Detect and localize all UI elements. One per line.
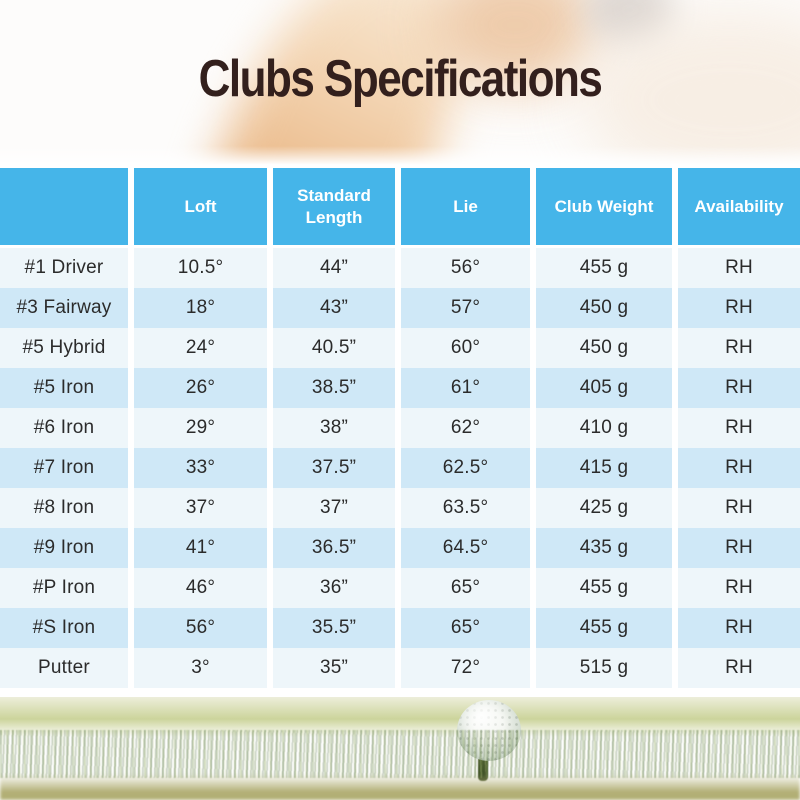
header-cell-lie: Lie: [401, 168, 530, 245]
table-cell: 33°: [134, 448, 267, 488]
table-cell: 410 g: [536, 408, 672, 448]
table-cell: RH: [678, 368, 800, 408]
table-cell: 37°: [134, 488, 267, 528]
table-cell: 18°: [134, 288, 267, 328]
table-cell: 405 g: [536, 368, 672, 408]
table-cell: 41°: [134, 528, 267, 568]
hero-bottom-fade: [0, 146, 800, 168]
table-cell: 415 g: [536, 448, 672, 488]
club-name-cell: #S Iron: [0, 608, 128, 648]
table-cell: 36”: [273, 568, 395, 608]
table-cell: RH: [678, 328, 800, 368]
club-name-cell: #7 Iron: [0, 448, 128, 488]
table-cell: 57°: [401, 288, 530, 328]
header-cell-empty: [0, 168, 128, 245]
table-cell: RH: [678, 288, 800, 328]
table-cell: 24°: [134, 328, 267, 368]
club-name-cell: #6 Iron: [0, 408, 128, 448]
table-cell: 65°: [401, 568, 530, 608]
table-cell: 515 g: [536, 648, 672, 688]
table-cell: 3°: [134, 648, 267, 688]
table-cell: RH: [678, 568, 800, 608]
header-cell-standard-length: Standard Length: [273, 168, 395, 245]
club-name-cell: #5 Iron: [0, 368, 128, 408]
table-cell: 56°: [401, 248, 530, 288]
page-title: Clubs Specifications: [198, 50, 603, 108]
table-cell: 450 g: [536, 328, 672, 368]
clubs-spec-table: Loft Standard Length Lie Club Weight Availab…: [0, 168, 800, 688]
table-cell: RH: [678, 648, 800, 688]
table-cell: 35”: [273, 648, 395, 688]
table-cell: 455 g: [536, 568, 672, 608]
table-cell: RH: [678, 528, 800, 568]
table-cell: 65°: [401, 608, 530, 648]
club-name-cell: #P Iron: [0, 568, 128, 608]
table-cell: 62.5°: [401, 448, 530, 488]
table-cell: 29°: [134, 408, 267, 448]
table-cell: 37.5”: [273, 448, 395, 488]
table-cell: 37”: [273, 488, 395, 528]
table-cell: 60°: [401, 328, 530, 368]
table-cell: 56°: [134, 608, 267, 648]
club-name-cell: Putter: [0, 648, 128, 688]
table-cell: RH: [678, 248, 800, 288]
club-name-cell: #5 Hybrid: [0, 328, 128, 368]
table-cell: 38.5”: [273, 368, 395, 408]
club-name-cell: #1 Driver: [0, 248, 128, 288]
golf-tee: [478, 755, 488, 781]
table-cell: RH: [678, 488, 800, 528]
table-cell: 450 g: [536, 288, 672, 328]
club-name-cell: #3 Fairway: [0, 288, 128, 328]
table-cell: 10.5°: [134, 248, 267, 288]
table-cell: 425 g: [536, 488, 672, 528]
club-name-cell: #9 Iron: [0, 528, 128, 568]
club-name-cell: #8 Iron: [0, 488, 128, 528]
grass-blur-band: [0, 697, 800, 737]
table-cell: 46°: [134, 568, 267, 608]
table-cell: 63.5°: [401, 488, 530, 528]
hero-banner: Clubs Specifications: [0, 0, 800, 168]
table-cell: 36.5”: [273, 528, 395, 568]
table-cell: RH: [678, 448, 800, 488]
table-cell: 40.5”: [273, 328, 395, 368]
header-cell-loft: Loft: [134, 168, 267, 245]
table-cell: 38”: [273, 408, 395, 448]
table-cell: 61°: [401, 368, 530, 408]
table-cell: 72°: [401, 648, 530, 688]
table-cell: 26°: [134, 368, 267, 408]
table-cell: RH: [678, 408, 800, 448]
table-cell: 64.5°: [401, 528, 530, 568]
table-header-row: Loft Standard Length Lie Club Weight Availab…: [0, 168, 800, 245]
table-cell: 455 g: [536, 248, 672, 288]
table-cell: 62°: [401, 408, 530, 448]
grass-foreground-blur: [0, 774, 800, 800]
grass-photo-strip: [0, 697, 800, 800]
table-cell: 435 g: [536, 528, 672, 568]
table-body: #1 Driver 10.5° 44” 56° 455 g RH #3 Fairway 18°…: [0, 248, 800, 688]
table-cell: 43”: [273, 288, 395, 328]
table-cell: 35.5”: [273, 608, 395, 648]
grass-texture: [0, 730, 800, 778]
table-cell: 455 g: [536, 608, 672, 648]
table-cell: RH: [678, 608, 800, 648]
table-cell: 44”: [273, 248, 395, 288]
header-cell-club-weight: Club Weight: [536, 168, 672, 245]
golf-ball: [457, 700, 521, 761]
header-cell-availability: Availability: [678, 168, 800, 245]
